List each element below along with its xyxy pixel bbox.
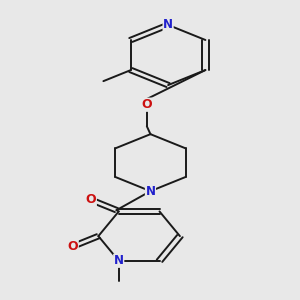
Text: N: N: [114, 254, 124, 267]
Text: O: O: [68, 240, 78, 253]
Text: N: N: [163, 18, 173, 32]
Text: O: O: [142, 98, 152, 111]
Text: N: N: [146, 185, 155, 198]
Text: O: O: [86, 194, 96, 206]
